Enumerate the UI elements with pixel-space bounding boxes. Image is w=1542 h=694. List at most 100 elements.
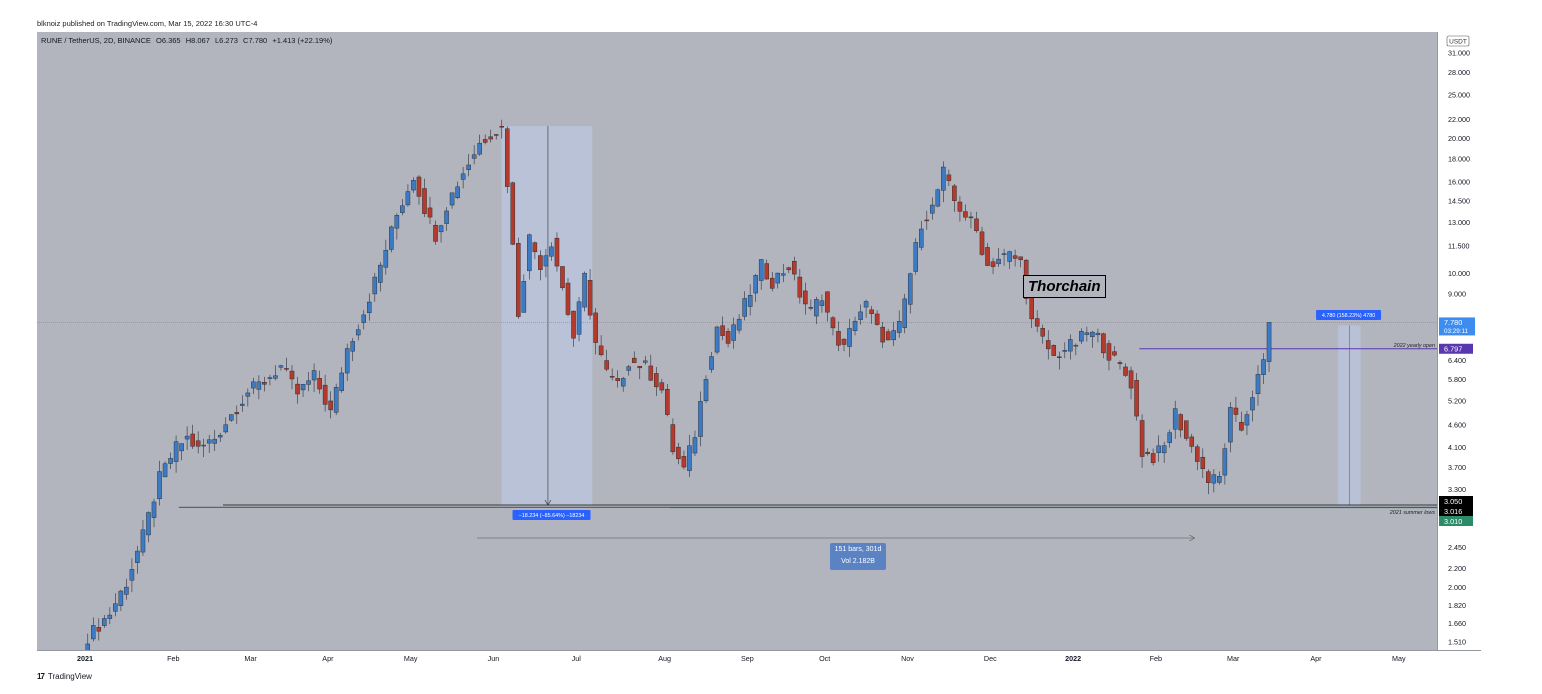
- candle-body: [626, 366, 631, 371]
- candle-body: [113, 603, 118, 612]
- candle-body: [769, 277, 775, 289]
- candle-body: [1040, 328, 1045, 337]
- candle-body: [543, 255, 549, 267]
- candle-body: [620, 378, 626, 387]
- time-axis[interactable]: 2021 Feb Mar Apr May Jun Jul Aug Sep Oct Nov Dec 202…: [37, 650, 1481, 666]
- candle-body: [427, 207, 433, 218]
- candle-body: [891, 330, 896, 341]
- candle-body: [1189, 436, 1195, 447]
- price-tick-label: 5.800: [1448, 375, 1466, 384]
- candle-body: [477, 142, 482, 155]
- candle-body: [814, 299, 819, 317]
- candle-body: [284, 368, 289, 370]
- candle-body: [698, 401, 703, 437]
- candle-body: [91, 625, 96, 640]
- candle-body: [416, 176, 422, 197]
- gain-label: 4.780 (158.23%) 4780: [1322, 313, 1375, 319]
- candle-body: [505, 128, 510, 187]
- candle-body: [411, 180, 416, 191]
- candle-body: [907, 273, 913, 305]
- candle-body: [267, 377, 273, 379]
- currency-badge-bg: [1446, 35, 1470, 47]
- candle-body: [333, 387, 339, 413]
- candle-body: [1112, 351, 1117, 356]
- candle-body: [825, 291, 830, 313]
- range-stats-box[interactable]: 151 bars, 301d Vol 2.182B: [830, 543, 886, 570]
- candle-body: [714, 326, 720, 353]
- time-tick-label: Apr: [322, 654, 334, 663]
- price-tick-label: 10.000: [1448, 269, 1470, 278]
- candle-body: [896, 321, 902, 333]
- candle-body: [736, 318, 742, 331]
- candle-body: [1007, 251, 1012, 262]
- candle-body: [1222, 448, 1228, 476]
- candle-body: [1012, 255, 1018, 259]
- candle-body: [124, 586, 129, 595]
- thorchain-annotation[interactable]: Thorchain: [1023, 275, 1106, 298]
- time-tick-label: Apr: [1310, 654, 1322, 663]
- candle-body: [455, 186, 460, 198]
- candle-body: [880, 326, 885, 343]
- price-tick-label: 28.000: [1448, 68, 1470, 77]
- candle-body: [582, 272, 587, 308]
- candle-body: [758, 259, 764, 281]
- candle-body: [240, 403, 245, 406]
- candle-body: [306, 380, 311, 385]
- candle-body: [223, 424, 229, 433]
- price-tick-label: 6.400: [1448, 356, 1466, 365]
- candle-body: [930, 204, 935, 214]
- candle-body: [262, 382, 267, 385]
- candle-body: [460, 173, 466, 180]
- price-tick-label: 2.000: [1448, 583, 1466, 592]
- price-tick-label: 4.100: [1448, 443, 1466, 452]
- price-tick-label: 18.000: [1448, 154, 1470, 163]
- tradingview-brand-text: TradingView: [47, 672, 92, 681]
- candle-body: [438, 225, 444, 233]
- candle-body: [1183, 420, 1189, 439]
- candle-body: [753, 275, 758, 294]
- candle-body: [1250, 397, 1255, 411]
- tradingview-mark-icon: 17: [37, 672, 45, 681]
- candle-body: [797, 276, 803, 298]
- publisher-caption: blknoiz published on TradingView.com, Ma…: [37, 19, 258, 28]
- candle-body: [1145, 451, 1150, 454]
- candle-body: [1139, 420, 1145, 457]
- drawdown-label-bg: [512, 510, 591, 521]
- candle-body: [361, 314, 367, 323]
- price-tick-label: 25.000: [1448, 90, 1470, 99]
- candle-body: [367, 301, 372, 314]
- candle-body: [902, 298, 907, 328]
- symbol-legend: RUNE / TetherUS, 2D, BINANCE O6.365 H8.0…: [41, 36, 335, 45]
- candle-body: [665, 388, 670, 415]
- candle-body: [482, 139, 488, 143]
- tradingview-logo[interactable]: 17 TradingView: [37, 672, 92, 681]
- time-tick-label: Jun: [488, 654, 500, 663]
- chart-plot-area[interactable]: −18.234 (−85.64%) −18234 4.780 (158.23%) …: [37, 32, 1437, 650]
- candle-body: [786, 267, 792, 271]
- candle-body: [273, 375, 278, 379]
- candle-body: [394, 215, 400, 229]
- price-tick-label: 3.300: [1448, 485, 1466, 494]
- high-value: H8.067: [185, 36, 210, 45]
- price-axis[interactable]: 1.510 1.660 1.820 2.000 2.200 2.450 3.300 3.700…: [1437, 32, 1482, 650]
- candle-body: [808, 307, 814, 309]
- candle-body: [1255, 374, 1261, 394]
- candle-body: [604, 360, 609, 370]
- candle-body: [317, 378, 322, 390]
- candle-body: [1068, 339, 1073, 352]
- candle-body: [990, 261, 996, 267]
- price-tick-label: 13.000: [1448, 218, 1470, 227]
- chart-frame: −18.234 (−85.64%) −18234 4.780 (158.23%) …: [37, 32, 1482, 666]
- candle-body: [212, 438, 217, 444]
- candle-body: [96, 627, 102, 632]
- candle-body: [924, 219, 930, 222]
- time-tick-label: Feb: [1150, 654, 1162, 663]
- candle-body: [709, 356, 714, 370]
- price-tick-label: 2.200: [1448, 564, 1466, 573]
- candle-body: [598, 345, 604, 356]
- candle-body: [245, 392, 251, 397]
- candle-body: [935, 189, 941, 207]
- currency-badge: USDT: [1449, 39, 1467, 46]
- candle-body: [681, 456, 687, 468]
- price-tick-label: 5.200: [1448, 396, 1466, 405]
